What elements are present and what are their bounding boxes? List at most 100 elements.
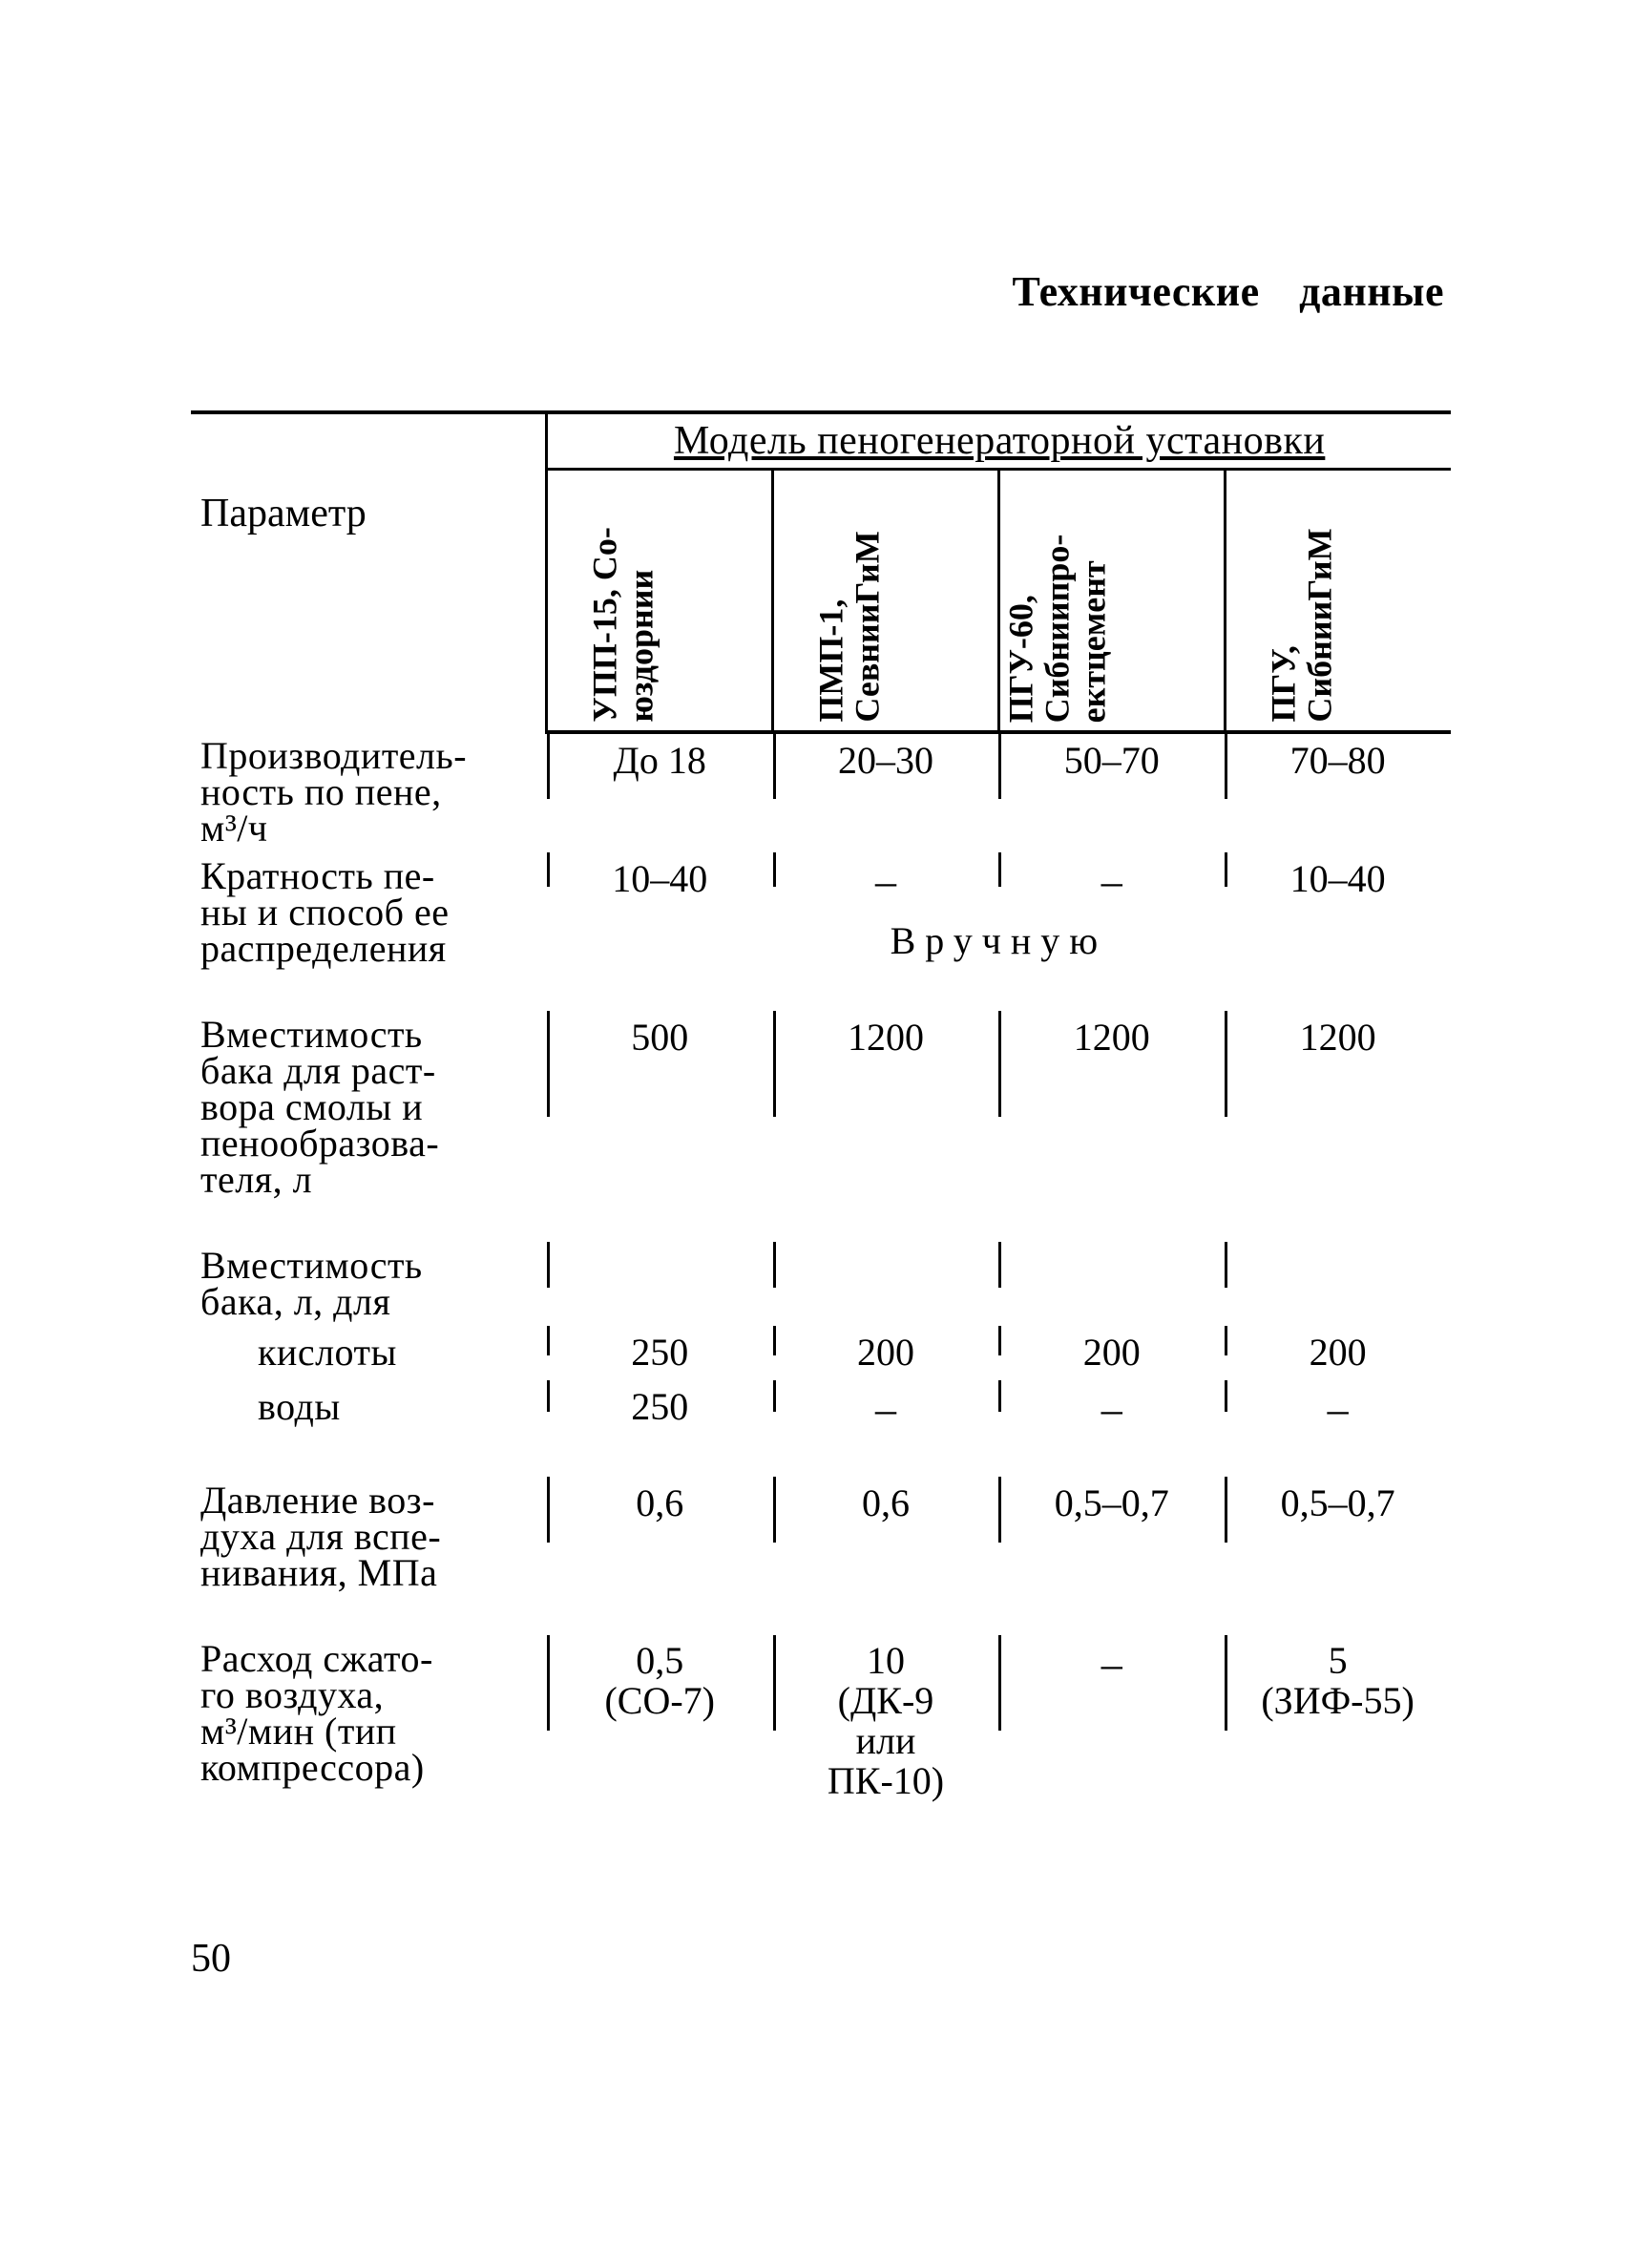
title-word-1: Технические	[1012, 268, 1259, 315]
value-cell: 0,5 (СО-7)	[547, 1635, 773, 1809]
param-text: ны и способ ее	[200, 894, 539, 931]
value-cell: До 18	[547, 732, 773, 852]
value-cell: 250	[547, 1380, 773, 1438]
value-cell: –	[998, 1380, 1225, 1438]
param-text: бака для раст-	[200, 1053, 539, 1089]
param-cell: кислоты	[191, 1326, 547, 1380]
value-cell: 500	[547, 1011, 773, 1204]
table-row: Вместимость бака для раст- вора смолы и …	[191, 1011, 1451, 1204]
value-cell: 1200	[1225, 1011, 1451, 1204]
param-text: духа для вспе-	[200, 1519, 539, 1555]
value-cell: 0,5–0,7	[998, 1477, 1225, 1597]
param-text: нивания, МПа	[200, 1555, 539, 1591]
table-body: Производитель- ность по пене, м³/ч До 18…	[191, 732, 1451, 1809]
model-2-label: ПМП-1, СевнииГиМ	[813, 532, 886, 723]
value-cell: 5 (ЗИФ-55)	[1225, 1635, 1451, 1809]
stacked-line: (ДК-9	[838, 1679, 934, 1722]
value-cell: 0,6	[547, 1477, 773, 1597]
param-text: м³/мин (тип	[200, 1713, 539, 1750]
section-title: Технические данные	[1012, 267, 1444, 316]
model-1-label: УПП-15, Со- юздорнии	[588, 528, 660, 723]
value-cell: –	[1225, 1380, 1451, 1438]
technical-data-table: Параметр Модель пеногенераторной установ…	[191, 410, 1451, 1809]
table-row: Давление воз- духа для вспе- нивания, МП…	[191, 1477, 1451, 1597]
page-number: 50	[191, 1936, 231, 1982]
sub-param-label: кислоты	[200, 1332, 397, 1375]
value-cell: 0,6	[773, 1477, 999, 1597]
column-header-parameter: Параметр	[191, 412, 547, 732]
table-row: Кратность пе- ны и способ ее распределен…	[191, 852, 1451, 914]
stacked-line: 10	[867, 1639, 905, 1682]
value-cell: 20–30	[773, 732, 999, 852]
value-cell: 1200	[773, 1011, 999, 1204]
stacked-line: 0,5	[636, 1639, 683, 1682]
value-cell	[547, 1242, 773, 1326]
param-text: Вместимость	[200, 1248, 539, 1284]
model-3-label: ПГУ-60, Сибниипро- ектцемент	[1003, 534, 1111, 723]
stacked-line: (ЗИФ-55)	[1261, 1679, 1415, 1722]
column-header-model-4: ПГУ, СибнииГиМ	[1225, 470, 1451, 733]
value-cell: –	[998, 852, 1225, 914]
value-cell	[773, 1242, 999, 1326]
value-cell	[1225, 1242, 1451, 1326]
value-cell: –	[773, 852, 999, 914]
param-text: теля, л	[200, 1162, 539, 1198]
value-cell: 10–40	[1225, 852, 1451, 914]
value-cell: 200	[998, 1326, 1225, 1380]
value-cell: 70–80	[1225, 732, 1451, 852]
stacked-line: (СО-7)	[604, 1679, 715, 1722]
param-cell: Вместимость бака для раст- вора смолы и …	[191, 1011, 547, 1204]
stacked-line: ПК-10)	[828, 1759, 944, 1802]
model-4-label: ПГУ, СибнииГиМ	[1267, 529, 1339, 723]
param-text: Вместимость	[200, 1017, 539, 1053]
column-header-model-2: ПМП-1, СевнииГиМ	[773, 470, 999, 733]
spacer-row	[191, 973, 1451, 1011]
value-cell: 250	[547, 1326, 773, 1380]
table-row: кислоты 250 200 200 200	[191, 1326, 1451, 1380]
param-text: компрессора)	[200, 1750, 539, 1786]
param-cell: Давление воз- духа для вспе- нивания, МП…	[191, 1477, 547, 1597]
value-cell: 10 (ДК-9 или ПК-10)	[773, 1635, 999, 1809]
param-cell: Вместимость бака, л, для	[191, 1242, 547, 1326]
value-cell: 200	[773, 1326, 999, 1380]
param-cell: Расход сжато- го воздуха, м³/мин (тип ко…	[191, 1635, 547, 1809]
value-cell: 0,5–0,7	[1225, 1477, 1451, 1597]
column-header-model-1: УПП-15, Со- юздорнии	[547, 470, 773, 733]
value-cell: 50–70	[998, 732, 1225, 852]
param-text: го воздуха,	[200, 1677, 539, 1713]
param-text: м³/ч	[200, 810, 539, 847]
column-header-models-super: Модель пеногенераторной установки	[547, 412, 1451, 470]
table-row: Расход сжато- го воздуха, м³/мин (тип ко…	[191, 1635, 1451, 1809]
param-text: Расход сжато-	[200, 1641, 539, 1677]
param-text: ность по пене,	[200, 774, 539, 810]
value-cell	[998, 1242, 1225, 1326]
param-text: распределения	[200, 931, 539, 967]
value-cell: 10–40	[547, 852, 773, 914]
value-cell: –	[773, 1380, 999, 1438]
table-row: Вместимость бака, л, для	[191, 1242, 1451, 1326]
spacer-row	[191, 1204, 1451, 1242]
table-row: воды 250 – – –	[191, 1380, 1451, 1438]
param-cell: Производитель- ность по пене, м³/ч	[191, 732, 547, 852]
spanning-text: Вручную	[891, 919, 1108, 962]
param-text: пенообразова-	[200, 1125, 539, 1162]
spanning-value-cell: Вручную	[547, 914, 1451, 973]
param-text: Кратность пе-	[200, 858, 539, 894]
param-text: Производитель-	[200, 738, 539, 774]
table-row: Производитель- ность по пене, м³/ч До 18…	[191, 732, 1451, 852]
param-cell: воды	[191, 1380, 547, 1438]
param-text: бака, л, для	[200, 1284, 539, 1320]
param-text: вора смолы и	[200, 1089, 539, 1125]
value-cell: 1200	[998, 1011, 1225, 1204]
data-table-container: Параметр Модель пеногенераторной установ…	[191, 410, 1451, 1809]
sub-param-label: воды	[200, 1386, 341, 1429]
param-text: Давление воз-	[200, 1482, 539, 1519]
title-word-2: данные	[1299, 268, 1444, 315]
value-cell: 200	[1225, 1326, 1451, 1380]
stacked-line: или	[856, 1719, 916, 1762]
spacer-row	[191, 1597, 1451, 1635]
param-cell: Кратность пе- ны и способ ее распределен…	[191, 852, 547, 973]
stacked-line: 5	[1329, 1639, 1348, 1682]
spacer-row	[191, 1438, 1451, 1477]
value-cell: –	[998, 1635, 1225, 1809]
